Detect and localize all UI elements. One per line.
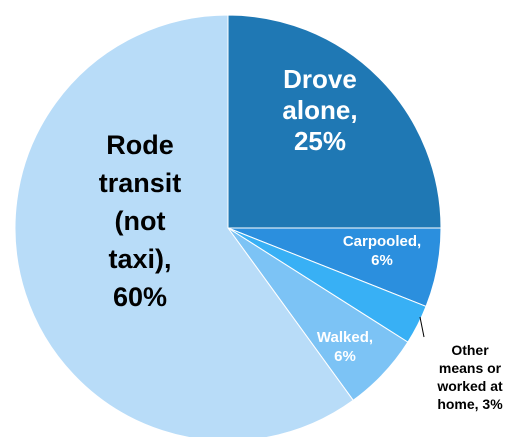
slice-label-line: (not [115,206,166,236]
slice-label-line: means or [439,360,502,376]
slice-label-carpooled: Carpooled, 6% [343,233,421,269]
slice-label-walked: Walked, 6% [317,329,373,365]
slice-label-line: Drove [283,64,357,94]
slice-label-rode-transit: Rode transit (not taxi), 60% [99,130,182,312]
leader-line-other-means [419,316,425,338]
slice-label-line: worked at [436,378,503,394]
slice-label-line: 25% [294,126,346,156]
slice-label-drove-alone: Drove alone, 25% [282,64,357,156]
slice-label-line: Rode [106,130,174,160]
slice-label-line: transit [99,168,182,198]
slice-label-line: alone, [282,95,357,125]
slice-label-line: Other [451,342,489,358]
pie-slice-drove-alone [227,14,442,229]
slice-label-line: Carpooled, [343,233,421,250]
slice-label-line: 6% [334,348,356,365]
slice-label-line: 6% [371,252,393,269]
pie-slices [14,14,442,437]
slice-label-line: home, 3% [437,396,503,412]
pie-slice-rode-transit [14,14,354,437]
slice-label-line: taxi), [108,244,171,274]
slice-label-other-means: Other means or worked at home, 3% [436,342,503,412]
slice-label-line: 60% [113,282,167,312]
slice-labels: Drove alone, 25% Carpooled, 6% Other means or w… [99,64,503,412]
slice-label-line: Walked, [317,329,373,346]
